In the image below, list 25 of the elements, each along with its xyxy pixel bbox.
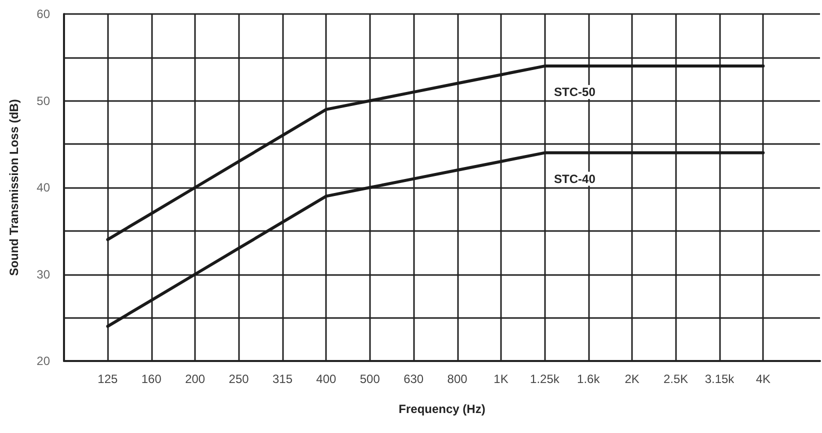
- x-tick-label: 1.6k: [577, 372, 601, 386]
- x-tick-label: 2.5K: [663, 372, 688, 386]
- x-tick-label: 1.25k: [530, 372, 560, 386]
- x-tick-label: 200: [185, 372, 206, 386]
- x-tick-label: 1K: [494, 372, 508, 386]
- x-tick-label: 125: [98, 372, 118, 386]
- x-tick-label: 800: [447, 372, 468, 386]
- x-tick-label: 250: [228, 372, 250, 386]
- x-tick-label: 400: [316, 372, 337, 386]
- x-tick-label: 3.15k: [704, 372, 736, 386]
- series-label: STC-40: [554, 172, 596, 186]
- x-tick-label: 4K: [756, 372, 771, 386]
- x-tick-label: 2K: [624, 372, 640, 386]
- x-tick-label: 630: [404, 372, 424, 386]
- y-tick-label: 60: [36, 7, 50, 21]
- y-tick-label: 20: [36, 354, 50, 368]
- x-tick-label: 315: [272, 372, 293, 386]
- x-tick-label: 160: [141, 372, 162, 386]
- x-tick-label: 500: [360, 372, 380, 386]
- y-tick-label: 40: [36, 180, 50, 194]
- x-axis-title: Frequency (Hz): [398, 402, 486, 416]
- y-tick-label: 50: [36, 94, 50, 108]
- y-axis-title: Sound Transmission Loss (dB): [7, 99, 21, 276]
- y-tick-label: 30: [36, 267, 50, 282]
- series-label: STC-50: [554, 85, 596, 100]
